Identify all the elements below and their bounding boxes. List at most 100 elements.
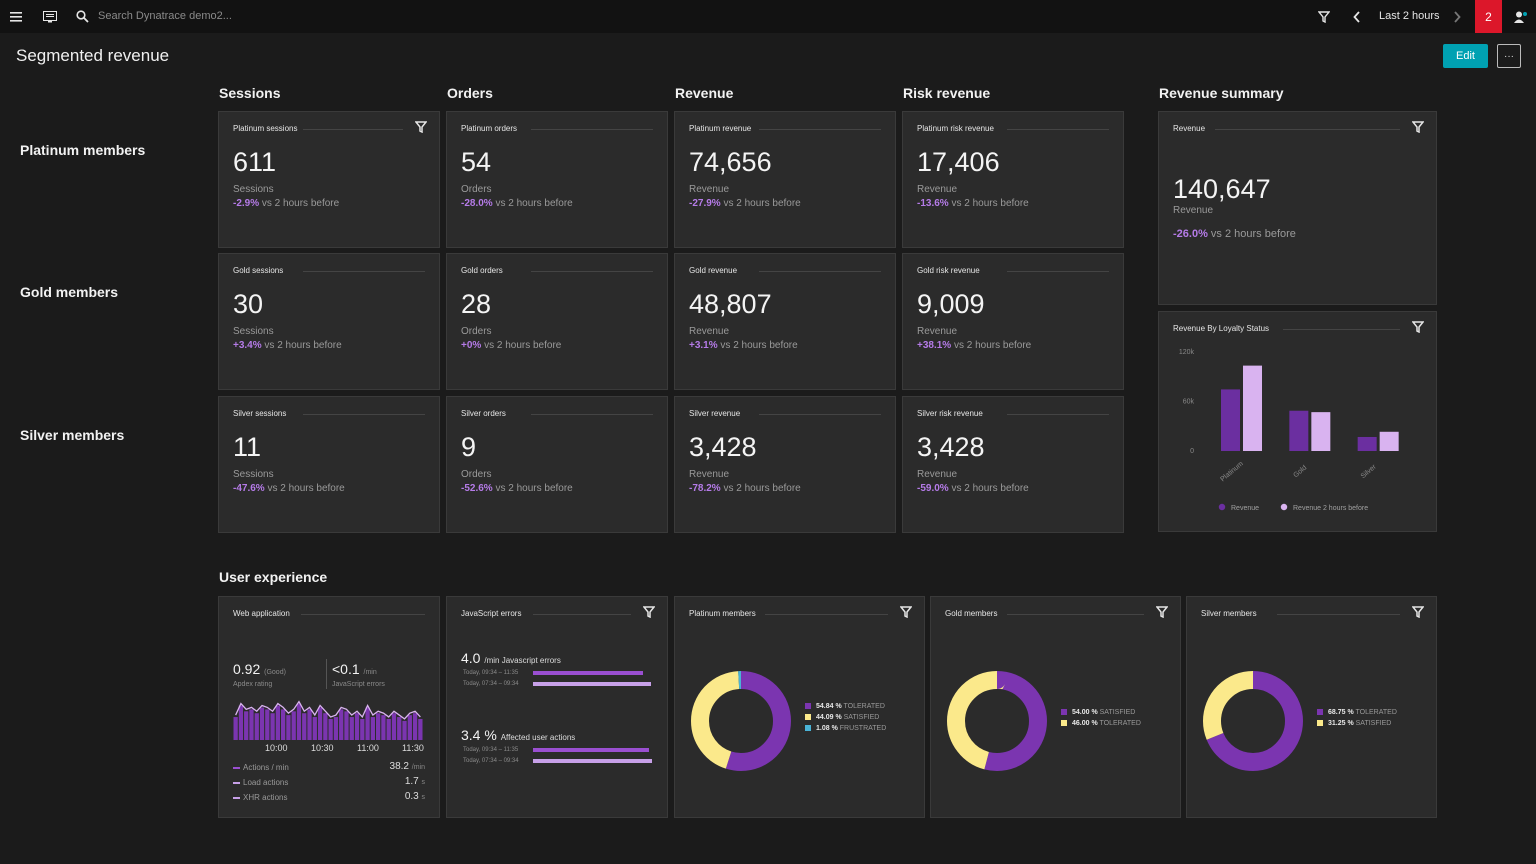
legend-swatch — [805, 725, 811, 732]
donut-tile-platinum-members[interactable]: Platinum members 54.84 % TOLERATED 44.09… — [674, 596, 925, 818]
filter-icon[interactable] — [1412, 121, 1424, 133]
sparkline-bar — [323, 713, 328, 740]
tile-title: Gold members — [945, 609, 998, 618]
legend-marker — [1218, 503, 1226, 511]
x-tick: 11:30 — [402, 743, 424, 753]
timeframe-next-icon[interactable] — [1449, 0, 1465, 33]
js-error-rate: <0.1 /min — [332, 661, 377, 677]
bar-silver-current — [1357, 436, 1377, 451]
donut-slice-satisfied — [1203, 671, 1303, 771]
title-divider — [533, 614, 631, 615]
dashboard-icon[interactable] — [40, 0, 60, 33]
timeframe-selector[interactable]: Last 2 hours — [1379, 10, 1440, 22]
timeframe-prev-icon[interactable] — [1349, 0, 1365, 33]
gold-revenue-tile[interactable]: Gold revenue 48,807 Revenue +3.1% vs 2 h… — [674, 253, 896, 390]
title-divider — [531, 414, 653, 415]
silver-orders-tile[interactable]: Silver orders 9 Orders -52.6% vs 2 hours… — [446, 396, 668, 533]
legend-item: 54.00 % SATISFIED — [1061, 709, 1135, 716]
silver-revenue-tile[interactable]: Silver revenue 3,428 Revenue -78.2% vs 2… — [674, 396, 896, 533]
filter-icon[interactable] — [900, 606, 912, 618]
js-errors-value: 4.0 /min Javascript errors — [461, 650, 561, 666]
sparkline-bar — [381, 715, 386, 740]
revenue-summary-tile[interactable]: Revenue 140,647 Revenue -26.0% vs 2 hour… — [1158, 111, 1437, 305]
menu-icon[interactable] — [6, 0, 26, 33]
period-label: Today, 09:34 – 11:35 — [463, 670, 519, 676]
sparkline-bar — [265, 709, 270, 740]
plat-orders-tile[interactable]: Platinum orders 54 Orders -28.0% vs 2 ho… — [446, 111, 668, 248]
plat-revenue-tile[interactable]: Platinum revenue 74,656 Revenue -27.9% v… — [674, 111, 896, 248]
gold-sessions-tile[interactable]: Gold sessions 30 Sessions +3.4% vs 2 hou… — [218, 253, 440, 390]
bar-gold-previous — [1311, 412, 1331, 451]
title-divider — [531, 271, 653, 272]
silver-risk-tile[interactable]: Silver risk revenue 3,428 Revenue -59.0%… — [902, 396, 1124, 533]
title-divider — [1007, 614, 1144, 615]
kpi-unit: Orders — [461, 469, 492, 480]
plat-risk-tile[interactable]: Platinum risk revenue 17,406 Revenue -13… — [902, 111, 1124, 248]
title-divider — [303, 129, 403, 130]
x-tick-label: Silver — [1360, 463, 1378, 480]
donut-tile-gold-members[interactable]: Gold members 54.00 % SATISFIED 46.00 % T… — [930, 596, 1181, 818]
sparkline-bar — [233, 717, 238, 740]
filter-icon[interactable] — [415, 121, 427, 133]
more-options-button[interactable]: ··· — [1497, 44, 1521, 68]
title-divider — [1007, 414, 1109, 415]
javascript-errors-tile[interactable]: JavaScript errors 4.0 /min Javascript er… — [446, 596, 668, 818]
sparkline-bar — [296, 703, 302, 740]
title-divider — [759, 414, 881, 415]
filter-icon[interactable] — [1316, 0, 1332, 33]
summary-unit: Revenue — [1173, 205, 1214, 216]
actions-sparkline — [233, 700, 423, 740]
kpi-value: 9,009 — [917, 289, 985, 319]
donut-chart — [947, 671, 1047, 771]
title-divider — [1277, 614, 1400, 615]
sparkline-bar — [386, 718, 391, 740]
metric-value: 0.3 s — [404, 791, 425, 802]
sparkline-bar — [244, 711, 249, 740]
y-tick-label: 60k — [1183, 399, 1195, 406]
search-icon[interactable] — [72, 0, 92, 33]
kpi-delta: +0% vs 2 hours before — [461, 340, 562, 351]
donut-chart — [691, 671, 791, 771]
x-tick-label: Platinum — [1219, 460, 1244, 483]
kpi-unit: Sessions — [233, 469, 274, 480]
tile-title: Silver risk revenue — [917, 409, 983, 418]
search-input[interactable]: Search Dynatrace demo2... — [98, 10, 232, 22]
gold-row-heading: Gold members — [20, 284, 119, 300]
silver-sessions-tile[interactable]: Silver sessions 11 Sessions -47.6% vs 2 … — [218, 396, 440, 533]
revenue-bar-chart: 0 60k 120k Platinum Gold Silver Revenue Revenue… — [1179, 349, 1399, 512]
problems-badge[interactable]: 2 — [1475, 0, 1502, 33]
legend-swatch — [233, 781, 240, 784]
legend-item: 31.25 % SATISFIED — [1317, 720, 1391, 727]
donut-slice-frustrated — [691, 671, 791, 771]
plat-sessions-tile[interactable]: Platinum sessions 611 Sessions -2.9% vs … — [218, 111, 440, 248]
tile-title: Platinum members — [689, 609, 756, 618]
title-divider — [759, 271, 881, 272]
sparkline-bar — [307, 709, 312, 740]
edit-button[interactable]: Edit — [1443, 44, 1488, 68]
title-divider — [303, 271, 425, 272]
kpi-delta: +3.1% vs 2 hours before — [689, 340, 798, 351]
metric-row: XHR actions 0.3 s — [233, 791, 425, 805]
title-divider — [1007, 129, 1109, 130]
tile-title: Platinum orders — [461, 124, 518, 133]
sparkline-bar — [360, 718, 365, 740]
donut-tile-silver-members[interactable]: Silver members 68.75 % TOLERATED 31.25 %… — [1186, 596, 1437, 818]
user-icon[interactable] — [1510, 0, 1530, 33]
gold-orders-tile[interactable]: Gold orders 28 Orders +0% vs 2 hours bef… — [446, 253, 668, 390]
sparkline-bar — [418, 718, 423, 740]
filter-icon[interactable] — [643, 606, 655, 618]
metric-value: 38.2 /min — [389, 761, 425, 772]
tile-title: Gold orders — [461, 266, 503, 275]
title-divider — [303, 414, 425, 415]
web-application-tile[interactable]: Web application 0.92 (Good) Apdex rating… — [218, 596, 440, 818]
kpi-value: 9 — [461, 432, 477, 462]
filter-icon[interactable] — [1156, 606, 1168, 618]
revenue-chart-tile[interactable]: Revenue By Loyalty Status 0 60k 120k Platin… — [1158, 311, 1437, 532]
bar-platinum-previous — [1243, 365, 1262, 451]
sparkline-bar — [333, 717, 339, 740]
filter-icon[interactable] — [1412, 321, 1424, 333]
filter-icon[interactable] — [1412, 606, 1424, 618]
kpi-delta: -47.6% vs 2 hours before — [233, 483, 345, 494]
chart-title: Revenue By Loyalty Status — [1173, 324, 1270, 333]
gold-risk-tile[interactable]: Gold risk revenue 9,009 Revenue +38.1% v… — [902, 253, 1124, 390]
